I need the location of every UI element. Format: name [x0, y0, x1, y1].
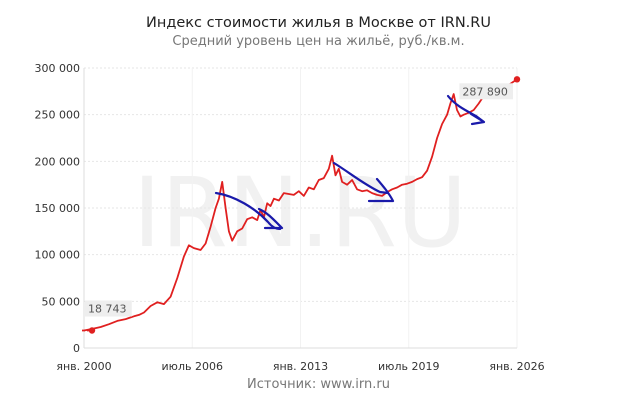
- y-tick-label: 100 000: [35, 249, 81, 262]
- price-index-line: [83, 78, 518, 332]
- y-tick-label: 200 000: [35, 155, 81, 168]
- chart-subtitle: Средний уровень цен на жильё, руб./кв.м.: [172, 34, 465, 49]
- endpoint-marker: [88, 327, 96, 334]
- y-tick-label: 0: [73, 342, 80, 355]
- x-tick-label: июль 2006: [162, 360, 223, 373]
- axes: [83, 68, 517, 349]
- x-tick-label: янв. 2000: [56, 360, 111, 373]
- y-tick-label: 300 000: [35, 62, 81, 75]
- trend-arrow-2014: [332, 161, 395, 203]
- value-label: 18 743: [88, 303, 127, 316]
- y-tick-label: 50 000: [42, 295, 81, 308]
- endpoint-markers: [82, 76, 521, 334]
- value-label: 287 890: [462, 85, 508, 98]
- x-tick-label: янв. 2026: [489, 360, 544, 373]
- trend-arrow-2008: [214, 191, 284, 231]
- value-label-bg: [459, 83, 513, 100]
- hand-drawn-trend-arrows: [214, 94, 486, 231]
- x-tick-label: янв. 2013: [273, 360, 328, 373]
- value-labels: 18 743 287 890: [85, 83, 513, 317]
- y-tick-label: 150 000: [35, 202, 81, 215]
- gridlines: [83, 67, 518, 348]
- x-axis-ticks: янв. 2000 июль 2006 янв. 2013 июль 2019 янв.…: [56, 360, 544, 373]
- trend-arrow-2022: [446, 94, 486, 126]
- y-tick-label: 250 000: [35, 109, 81, 122]
- value-label-bg: [85, 300, 132, 317]
- endpoint-marker: [513, 76, 521, 83]
- y-axis-ticks: 0 50 000 100 000 150 000 200 000 250 000 300 0…: [35, 62, 81, 355]
- chart-title: Индекс стоимости жилья в Москве от IRN.R…: [146, 15, 491, 31]
- source-credit: Источник: www.irn.ru: [247, 377, 390, 392]
- x-tick-label: июль 2019: [378, 360, 439, 373]
